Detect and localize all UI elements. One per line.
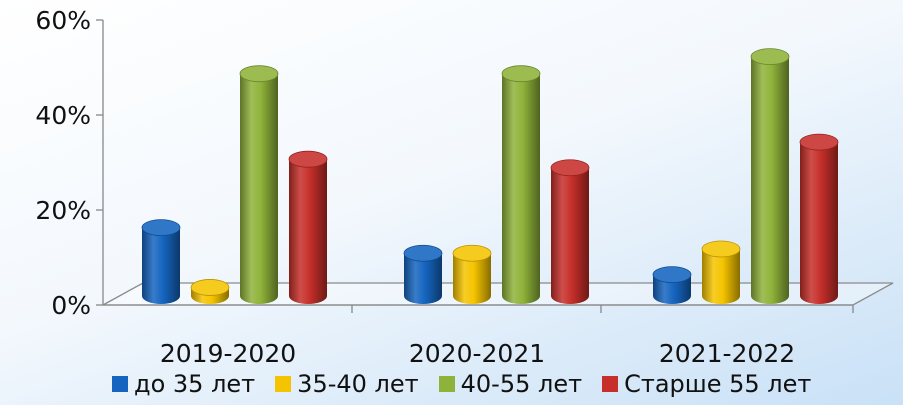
legend-item-over-55: Старше 55 лет	[602, 370, 811, 398]
legend-label-35-40: 35-40 лет	[297, 370, 419, 398]
bar-старше-55-лет-2019-2020	[288, 150, 328, 304]
bar-35-40-лет-2020-2021	[452, 244, 492, 304]
legend-item-under-35: до 35 лет	[112, 370, 255, 398]
legend-item-40-55: 40-55 лет	[438, 370, 583, 398]
chart-axes	[96, 19, 854, 313]
bar-35-40-лет-2019-2020	[190, 279, 230, 304]
bar-body	[453, 253, 491, 304]
bar-body	[702, 248, 740, 304]
bar-top	[288, 150, 328, 168]
y-tick-label: 40%	[35, 101, 91, 130]
chart-legend: до 35 лет 35-40 лет 40-55 лет Старше 55 …	[112, 370, 831, 398]
chart-labels: 0% 20% 40% 60% 2019-2020 2020-2021 2021-2022	[35, 6, 795, 368]
legend-swatch-under-35	[112, 376, 128, 392]
legend-swatch-35-40	[275, 376, 292, 392]
bar-старше-55-лет-2021-2022	[799, 133, 839, 304]
bar-до-35-лет-2021-2022	[652, 266, 692, 304]
bar-top	[799, 133, 839, 151]
bar-body	[751, 56, 789, 304]
bar-40-55-лет-2020-2021	[501, 65, 541, 304]
chart-bars	[141, 48, 839, 304]
x-tick-label-2019-2020: 2019-2020	[160, 339, 296, 368]
bar-до-35-лет-2020-2021	[403, 244, 443, 304]
bar-body	[551, 167, 589, 304]
bar-top	[403, 244, 443, 262]
bar-top	[750, 48, 790, 65]
x-tick-label-2021-2022: 2021-2022	[659, 339, 795, 368]
legend-label-under-35: до 35 лет	[134, 370, 256, 398]
bar-35-40-лет-2021-2022	[701, 240, 741, 304]
bar-body	[289, 159, 327, 304]
bar-body	[800, 142, 838, 304]
bar-top	[239, 65, 279, 83]
bar-top	[550, 159, 590, 177]
bar-старше-55-лет-2020-2021	[550, 159, 590, 304]
legend-label-over-55: Старше 55 лет	[624, 370, 812, 398]
y-tick-label: 60%	[35, 6, 91, 35]
bar-body	[142, 227, 180, 304]
y-tick-label: 20%	[35, 196, 91, 225]
y-tick-label: 0%	[51, 291, 91, 320]
bar-top	[652, 266, 692, 284]
legend-swatch-40-55	[438, 376, 455, 392]
bar-body	[404, 253, 442, 304]
bar-body	[502, 73, 540, 304]
legend-item-35-40: 35-40 лет	[275, 370, 419, 398]
bar-top	[452, 244, 492, 262]
bar-40-55-лет-2021-2022	[750, 48, 790, 304]
legend-swatch-over-55	[602, 376, 619, 392]
bar-до-35-лет-2019-2020	[141, 219, 181, 304]
bar-40-55-лет-2019-2020	[239, 65, 279, 304]
bar-top	[501, 65, 541, 83]
x-tick-label-2020-2021: 2020-2021	[409, 339, 545, 368]
bar-top	[141, 219, 181, 237]
bar-top	[190, 279, 230, 296]
legend-label-40-55: 40-55 лет	[460, 370, 583, 398]
bar-top	[701, 240, 741, 258]
bar-body	[240, 73, 278, 304]
